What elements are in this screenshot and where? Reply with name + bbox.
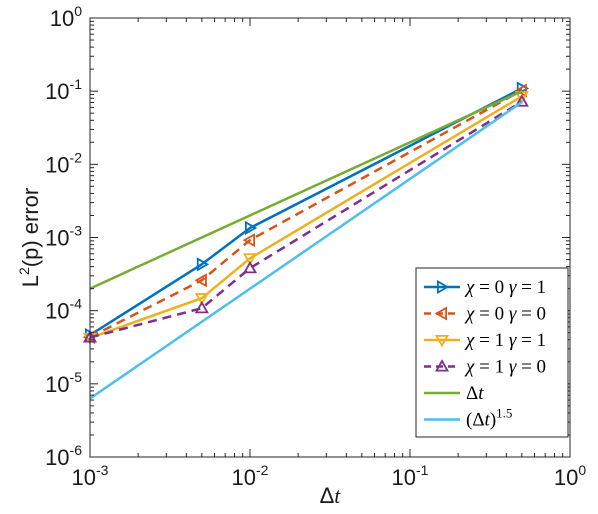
- series-line: [89, 87, 523, 337]
- legend-label: χ = 0 γ = 0: [464, 304, 546, 325]
- y-axis-title-base: L: [18, 275, 43, 287]
- x-tick-label: 10-3: [72, 462, 109, 490]
- y-tick-label: 10-4: [45, 296, 82, 324]
- series-layer: [82, 81, 530, 400]
- data-point-marker: [516, 81, 530, 96]
- series-6: [89, 101, 523, 400]
- legend-label: χ = 1 γ = 1: [464, 330, 546, 351]
- series-line: [89, 95, 523, 340]
- y-tick-label: 10-6: [45, 442, 82, 470]
- data-point-marker: [242, 260, 258, 274]
- legend-item: χ = 0 γ = 0: [424, 304, 546, 325]
- ticks-layer: [89, 17, 571, 458]
- legend-label: χ = 0 γ = 1: [464, 277, 546, 298]
- legend-marker: [434, 334, 450, 348]
- y-tick-label: 10-2: [45, 149, 82, 177]
- y-tick-label: 100: [50, 3, 82, 31]
- legend-items: χ = 0 γ = 1 χ = 0 γ = 0 χ = 1 γ = 1 χ = 1 γ…: [424, 277, 546, 431]
- data-point-marker: [196, 257, 210, 272]
- data-point-marker: [194, 293, 209, 306]
- series-line: [89, 101, 523, 400]
- series-line: [89, 90, 523, 290]
- x-tick-label: 10-1: [392, 462, 429, 490]
- x-axis-title-var: t: [334, 483, 341, 508]
- series-line: [89, 89, 523, 339]
- series-5: [89, 90, 523, 290]
- data-point-marker: [514, 83, 527, 98]
- series-4: [82, 94, 529, 343]
- legend-marker: [436, 279, 450, 295]
- tick-labels: 10-3 10-2 10-1 100 100 10-1 10-2 10-3 10-4 10-5 10…: [45, 3, 586, 490]
- legend-item: χ = 0 γ = 1: [424, 277, 546, 298]
- y-tick-label: 10-1: [45, 76, 82, 104]
- legend: χ = 0 γ = 1 χ = 0 γ = 0 χ = 1 γ = 1 χ = 1 γ…: [415, 267, 569, 438]
- data-point-marker: [244, 220, 258, 236]
- x-tick-label: 100: [554, 462, 586, 490]
- x-tick-label: 10-2: [232, 462, 269, 490]
- data-point-marker: [194, 300, 209, 314]
- legend-label: (Δt)1.5: [466, 406, 512, 431]
- data-point-marker: [242, 253, 258, 266]
- legend-label: Δt: [466, 383, 484, 404]
- y-axis-title: L2(p) error: [16, 188, 43, 288]
- legend-item: χ = 1 γ = 0: [424, 357, 546, 378]
- y-tick-label: 10-5: [45, 369, 82, 397]
- y-axis-title-sup: 2: [16, 267, 32, 275]
- legend-box: [415, 267, 569, 438]
- x-axis-title: Δt: [320, 483, 342, 508]
- legend-item: χ = 1 γ = 1: [424, 330, 546, 351]
- legend-marker: [434, 306, 448, 321]
- y-axis-title-rest: (p) error: [18, 188, 43, 267]
- data-point-marker: [194, 273, 207, 288]
- legend-label: χ = 1 γ = 0: [464, 357, 546, 378]
- legend-item: (Δt)1.5: [424, 406, 512, 431]
- x-axis-title-prefix: Δ: [320, 483, 335, 508]
- y-tick-label: 10-3: [45, 223, 82, 251]
- legend-item: Δt: [424, 383, 484, 404]
- data-point-marker: [242, 233, 256, 248]
- data-point-marker: [514, 94, 529, 107]
- legend-marker: [434, 359, 450, 372]
- series-line: [89, 100, 523, 339]
